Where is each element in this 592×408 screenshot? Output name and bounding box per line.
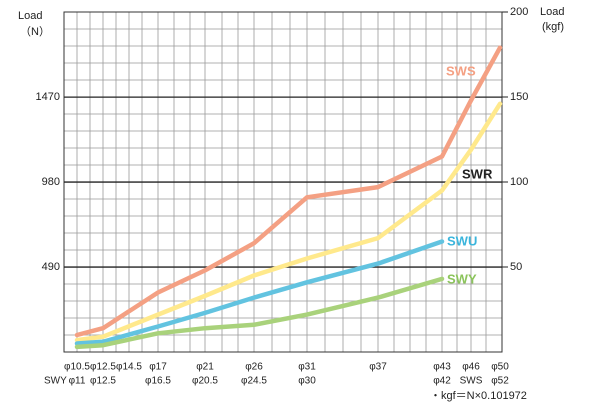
- y2-tick-label: 200: [510, 6, 528, 18]
- y-axis-unit: （N）: [20, 25, 50, 38]
- x-tick-label: φ43: [433, 362, 451, 373]
- x-tick-label-2: φ42: [433, 376, 451, 387]
- series-label: SWS: [446, 63, 476, 78]
- x-tick-label-2: φ30: [298, 376, 316, 387]
- series-line: [74, 239, 445, 346]
- y-axis-label: Load: [18, 10, 42, 22]
- x-tick-label-2: φ12.5: [90, 376, 116, 387]
- series-label: SWR: [462, 166, 493, 181]
- y-tick-label: 1470: [36, 91, 60, 103]
- x-tick-label-2: φ16.5: [145, 376, 171, 387]
- y2-axis-label: Load: [540, 6, 564, 18]
- series-label: SWY: [447, 271, 477, 286]
- series-line: [74, 276, 445, 350]
- x-tick-label: φ31: [298, 362, 316, 373]
- series-line: [74, 45, 503, 338]
- series-label: SWU: [447, 233, 477, 248]
- y2-tick-label: 100: [510, 176, 528, 188]
- x-tick-label: φ26: [245, 362, 263, 373]
- x-tick-label-2: SWS: [460, 376, 483, 387]
- x-tick-label-2: φ20.5: [192, 376, 218, 387]
- y-tick-label: 490: [42, 261, 60, 273]
- x-tick-label-2: φ11: [69, 376, 86, 387]
- x-tick-label-2: φ52: [491, 376, 509, 387]
- series-line: [74, 101, 503, 343]
- y2-tick-label: 150: [510, 91, 528, 103]
- x-row-label: SWY: [44, 376, 67, 387]
- x-tick-label: φ46: [462, 362, 480, 373]
- x-tick-label: φ14.5: [116, 362, 142, 373]
- x-tick-label: φ21: [196, 362, 214, 373]
- footnote: ・kgf＝N×0.101972: [430, 390, 527, 402]
- x-tick-label: φ50: [491, 362, 509, 373]
- x-tick-label: φ17: [149, 362, 167, 373]
- x-tick-label: φ12.5: [90, 362, 116, 373]
- y2-axis-unit: (kgf): [542, 21, 564, 33]
- y2-tick-label: 50: [510, 261, 522, 273]
- x-tick-label: φ37: [369, 362, 387, 373]
- y-tick-label: 980: [42, 176, 60, 188]
- x-tick-label: φ10.5: [64, 362, 90, 373]
- x-tick-label-2: φ24.5: [241, 376, 267, 387]
